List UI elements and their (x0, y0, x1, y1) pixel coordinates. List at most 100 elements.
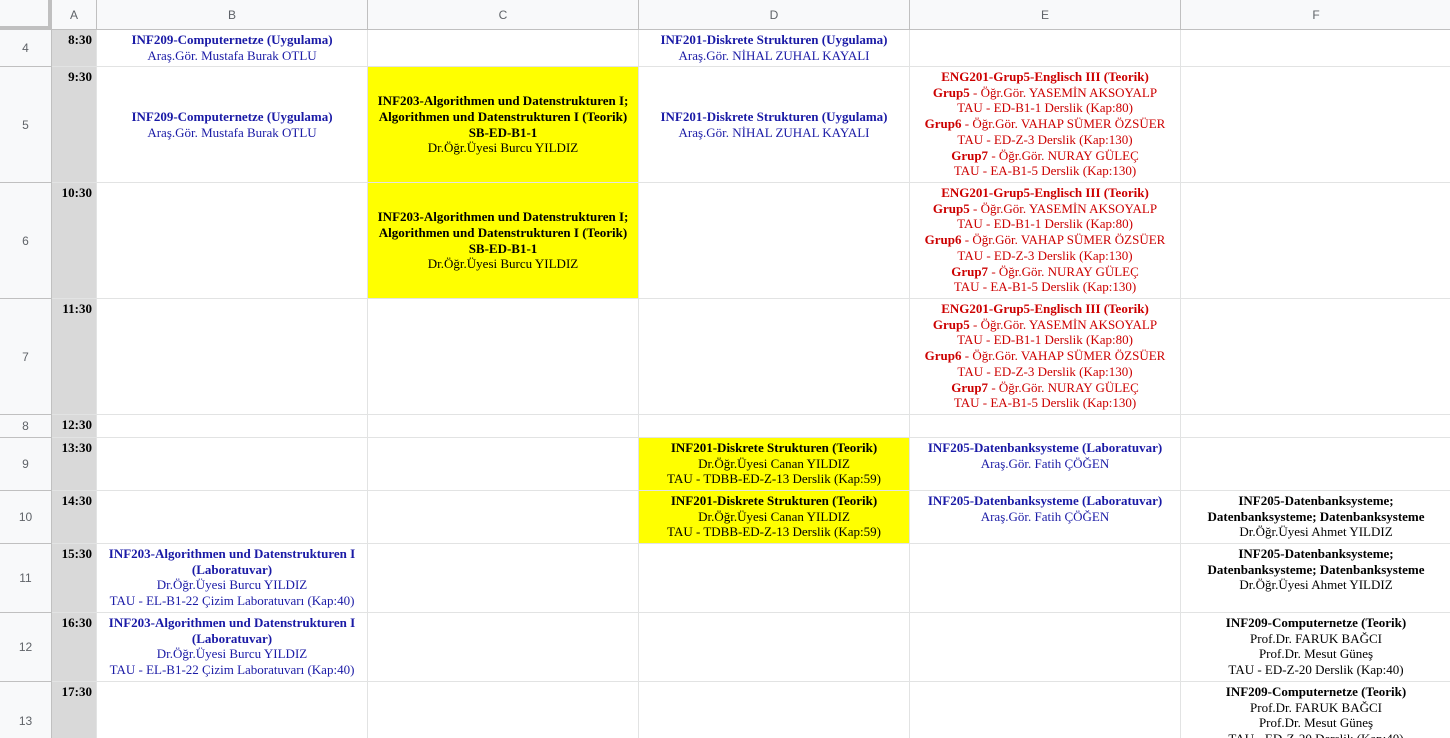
course-title: Algorithmen und Datenstrukturen I (Teori… (378, 108, 628, 124)
grid-cell[interactable] (639, 613, 910, 682)
course-detail: Dr.Öğr.Üyesi Canan YILDIZ (698, 508, 850, 524)
group-room: TAU - ED-Z-3 Derslik (Kap:130) (957, 363, 1133, 379)
time-cell[interactable]: 10:30 (52, 183, 97, 299)
grid-cell[interactable] (639, 299, 910, 415)
grid-cell[interactable] (368, 438, 639, 491)
time-label: 8:30 (68, 32, 92, 47)
row-header-9[interactable]: 9 (0, 438, 52, 491)
grid-cell[interactable] (97, 415, 368, 438)
row-header-8[interactable]: 8 (0, 415, 52, 438)
grid-cell[interactable] (368, 544, 639, 613)
time-cell[interactable]: 9:30 (52, 67, 97, 183)
grid-cell[interactable] (910, 613, 1181, 682)
time-cell[interactable]: 12:30 (52, 415, 97, 438)
grid-cell[interactable] (1181, 415, 1450, 438)
group-label: Grup6 (924, 116, 962, 132)
row-header-11[interactable]: 11 (0, 544, 52, 613)
group-label: Grup7 (951, 147, 989, 163)
grid-cell[interactable] (639, 544, 910, 613)
grid-cell[interactable] (1181, 299, 1450, 415)
grid-cell[interactable] (1181, 183, 1450, 299)
course-cell[interactable]: INF209-Computernetze (Uygulama) Araş.Gör.… (97, 30, 368, 67)
grid-cell[interactable] (368, 491, 639, 544)
group-instructor: - Öğr.Gör. VAHAP SÜMER ÖZSÜER (961, 232, 1166, 248)
time-cell[interactable]: 17:30 (52, 682, 97, 738)
row-header-10[interactable]: 10 (0, 491, 52, 544)
course-title: INF209-Computernetze (Teorik) (1225, 684, 1407, 699)
course-cell[interactable]: INF203-Algorithmen und Datenstrukturen I… (97, 613, 368, 682)
grid-cell[interactable] (1181, 30, 1450, 67)
course-cell[interactable]: INF205-Datenbanksysteme (Laboratuvar) Ara… (910, 491, 1181, 544)
grid-cell[interactable] (368, 299, 639, 415)
time-cell[interactable]: 15:30 (52, 544, 97, 613)
grid-cell[interactable] (97, 183, 368, 299)
time-label: 14:30 (61, 493, 92, 508)
row-header-4[interactable]: 4 (0, 30, 52, 67)
time-cell[interactable]: 13:30 (52, 438, 97, 491)
grid-cell[interactable] (1181, 67, 1450, 183)
course-instructor: Dr.Öğr.Üyesi Ahmet YILDIZ (1239, 524, 1393, 540)
course-cell[interactable]: INF209-Computernetze (Teorik) Prof.Dr. FA… (1181, 682, 1450, 738)
grid-cell[interactable] (97, 299, 368, 415)
group-line: Grup5 - Öğr.Gör. YASEMİN AKSOYALP (933, 317, 1157, 333)
column-header-a[interactable]: A (52, 0, 97, 30)
grid-cell[interactable] (910, 544, 1181, 613)
grid-cell[interactable] (368, 613, 639, 682)
course-detail: TAU - ED-Z-20 Derslik (Kap:40) (1228, 731, 1403, 738)
english-course-cell[interactable]: ENG201-Grup5-Englisch III (Teorik) Grup5 … (910, 299, 1181, 415)
course-title: INF203-Algorithmen und Datenstrukturen I… (377, 93, 629, 109)
row-header-5[interactable]: 5 (0, 67, 52, 183)
course-cell[interactable]: INF205-Datenbanksysteme; Datenbanksysteme… (1181, 544, 1450, 613)
group-label: Grup7 (951, 263, 989, 279)
course-cell[interactable]: INF209-Computernetze (Uygulama) Araş.Gör.… (97, 67, 368, 183)
time-cell[interactable]: 8:30 (52, 30, 97, 67)
group-line: Grup5 - Öğr.Gör. YASEMİN AKSOYALP (933, 85, 1157, 101)
course-cell[interactable]: INF205-Datenbanksysteme; Datenbanksysteme… (1181, 491, 1450, 544)
course-cell[interactable]: INF201-Diskrete Strukturen (Uygulama) Ara… (639, 30, 910, 67)
course-cell[interactable]: INF201-Diskrete Strukturen (Teorik) Dr.Öğ… (639, 491, 910, 544)
row-header-7[interactable]: 7 (0, 299, 52, 415)
course-cell[interactable]: INF203-Algorithmen und Datenstrukturen I… (97, 544, 368, 613)
course-title: ENG201-Grup5-Englisch III (Teorik) (941, 185, 1149, 200)
group-room: TAU - ED-B1-1 Derslik (Kap:80) (957, 332, 1133, 348)
grid-cell[interactable] (97, 682, 368, 738)
grid-cell[interactable] (368, 682, 639, 738)
course-cell[interactable]: INF201-Diskrete Strukturen (Teorik) Dr.Öğ… (639, 438, 910, 491)
column-header-f[interactable]: F (1181, 0, 1450, 30)
grid-cell[interactable] (910, 30, 1181, 67)
grid-cell[interactable] (910, 682, 1181, 738)
time-cell[interactable]: 11:30 (52, 299, 97, 415)
grid-cell[interactable] (910, 415, 1181, 438)
column-header-b[interactable]: B (97, 0, 368, 30)
grid-cell[interactable] (639, 183, 910, 299)
course-cell-highlighted[interactable]: INF203-Algorithmen und Datenstrukturen I… (368, 67, 639, 183)
course-cell-highlighted[interactable]: INF203-Algorithmen und Datenstrukturen I… (368, 183, 639, 299)
course-detail: Prof.Dr. FARUK BAĞCI (1250, 630, 1382, 646)
time-cell[interactable]: 16:30 (52, 613, 97, 682)
time-label: 13:30 (61, 440, 92, 455)
select-all-corner[interactable] (0, 0, 52, 30)
english-course-cell[interactable]: ENG201-Grup5-Englisch III (Teorik) Grup5 … (910, 67, 1181, 183)
grid-cell[interactable] (639, 682, 910, 738)
course-title: INF209-Computernetze (Teorik) (1225, 615, 1407, 630)
grid-cell[interactable] (368, 415, 639, 438)
row-header-13[interactable]: 13 (0, 682, 52, 738)
course-title: (Laboratuvar) (191, 630, 273, 646)
course-cell[interactable]: INF201-Diskrete Strukturen (Uygulama) Ara… (639, 67, 910, 183)
course-detail: TAU - TDBB-ED-Z-13 Derslik (Kap:59) (667, 471, 881, 487)
grid-cell[interactable] (97, 438, 368, 491)
time-cell[interactable]: 14:30 (52, 491, 97, 544)
course-title: SB-ED-B1-1 (468, 124, 538, 140)
course-cell[interactable]: INF209-Computernetze (Teorik) Prof.Dr. FA… (1181, 613, 1450, 682)
column-header-e[interactable]: E (910, 0, 1181, 30)
column-header-c[interactable]: C (368, 0, 639, 30)
course-cell[interactable]: INF205-Datenbanksysteme (Laboratuvar) Ara… (910, 438, 1181, 491)
grid-cell[interactable] (97, 491, 368, 544)
english-course-cell[interactable]: ENG201-Grup5-Englisch III (Teorik) Grup5 … (910, 183, 1181, 299)
grid-cell[interactable] (1181, 438, 1450, 491)
grid-cell[interactable] (368, 30, 639, 67)
grid-cell[interactable] (639, 415, 910, 438)
row-header-6[interactable]: 6 (0, 183, 52, 299)
row-header-12[interactable]: 12 (0, 613, 52, 682)
column-header-d[interactable]: D (639, 0, 910, 30)
